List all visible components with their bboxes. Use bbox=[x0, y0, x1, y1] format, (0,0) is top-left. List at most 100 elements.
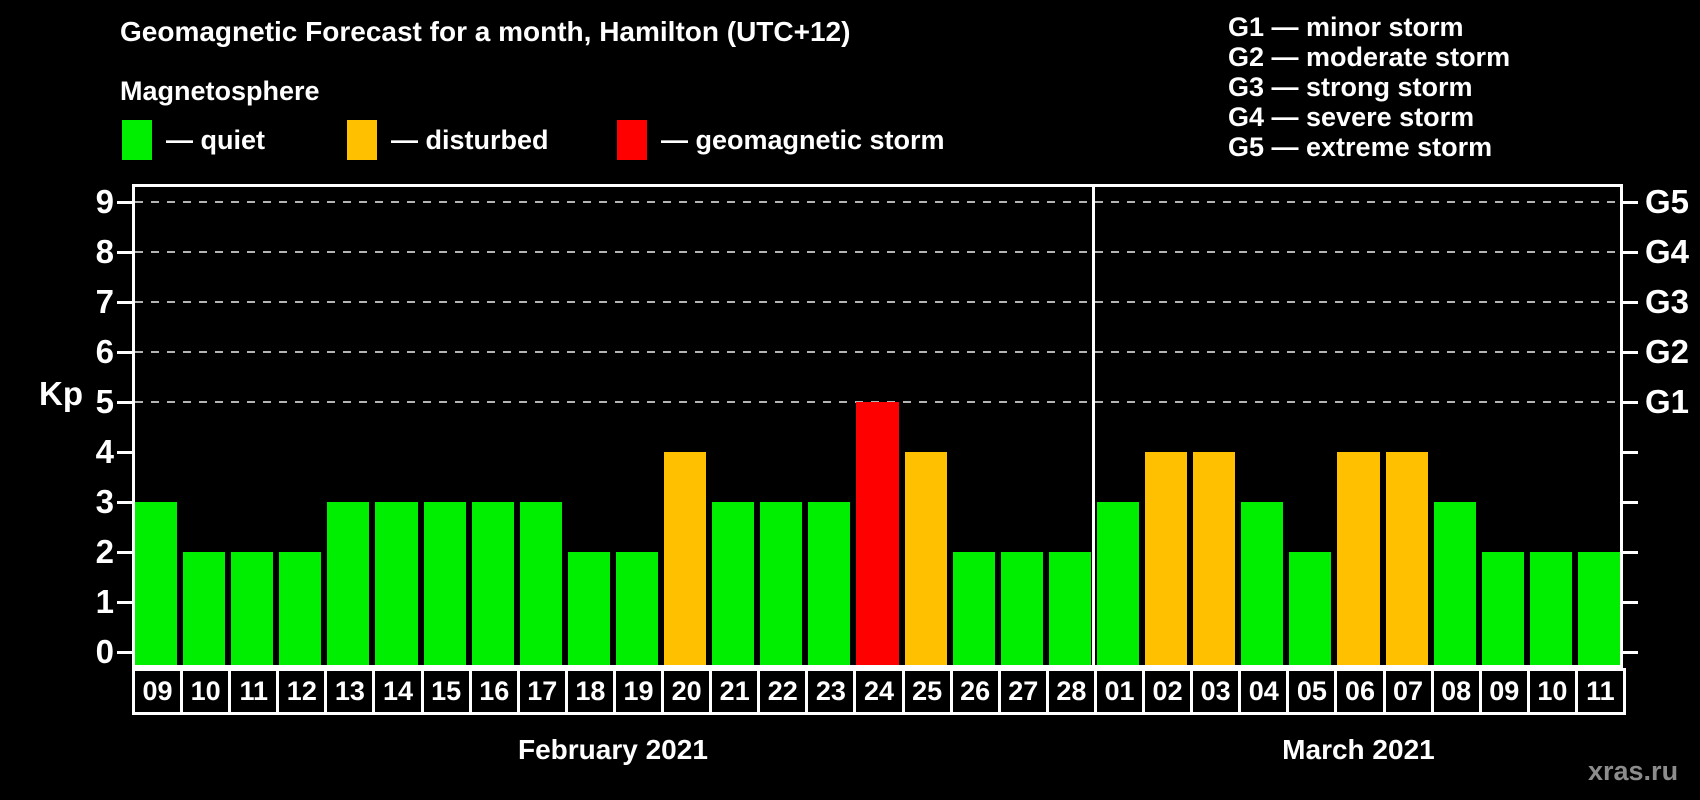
legend-item: — disturbed bbox=[347, 119, 549, 161]
y-tick-label: 9 bbox=[95, 183, 114, 220]
kp-bar bbox=[856, 402, 899, 665]
magnetosphere-legend-title: Magnetosphere bbox=[120, 76, 320, 106]
plot-spine-right bbox=[1620, 184, 1623, 668]
kp-bar bbox=[1193, 452, 1236, 665]
g-legend-line: G1 — minor storm bbox=[1228, 12, 1464, 42]
kp-bar bbox=[1096, 502, 1140, 665]
y-tick-label: 4 bbox=[95, 433, 114, 470]
kp-bar bbox=[1000, 552, 1043, 665]
month-label: February 2021 bbox=[518, 734, 708, 765]
right-tick bbox=[1623, 200, 1638, 204]
date-cell: 12 bbox=[276, 668, 328, 715]
kp-bar bbox=[183, 552, 226, 665]
date-cell: 20 bbox=[661, 668, 713, 715]
month-divider bbox=[1092, 184, 1096, 668]
disturbed-swatch-icon bbox=[347, 120, 377, 160]
kp-bar bbox=[423, 502, 466, 665]
kp-bar bbox=[952, 552, 995, 665]
kp-bar bbox=[519, 502, 562, 665]
right-tick bbox=[1623, 650, 1638, 654]
kp-bar bbox=[615, 552, 659, 665]
g-level-label: G2 bbox=[1645, 333, 1690, 370]
gridline bbox=[135, 351, 1620, 353]
plot-area bbox=[132, 184, 1623, 668]
right-tick bbox=[1623, 600, 1638, 604]
kp-bar bbox=[231, 552, 274, 665]
kp-bar bbox=[1385, 452, 1428, 665]
kp-bar bbox=[471, 502, 514, 665]
y-tick-label: 5 bbox=[95, 383, 114, 420]
right-tick bbox=[1623, 450, 1638, 454]
y-axis-title: Kp bbox=[39, 375, 83, 412]
date-cell: 02 bbox=[1142, 668, 1194, 715]
date-cell: 07 bbox=[1382, 668, 1434, 715]
kp-bar bbox=[375, 502, 418, 665]
date-cell: 08 bbox=[1430, 668, 1482, 715]
date-cell: 06 bbox=[1334, 668, 1386, 715]
kp-bar bbox=[279, 552, 322, 665]
y-tick bbox=[117, 350, 132, 354]
date-cell: 05 bbox=[1286, 668, 1338, 715]
date-cell: 21 bbox=[709, 668, 761, 715]
kp-bar bbox=[904, 452, 947, 665]
y-tick bbox=[117, 300, 132, 304]
date-cell: 17 bbox=[516, 668, 568, 715]
kp-bar bbox=[1481, 552, 1524, 665]
y-tick-label: 8 bbox=[95, 233, 114, 270]
kp-bar bbox=[1577, 552, 1620, 665]
watermark: xras.ru bbox=[1588, 756, 1679, 786]
month-label: March 2021 bbox=[1282, 734, 1435, 765]
date-cell: 04 bbox=[1238, 668, 1290, 715]
date-cell: 23 bbox=[805, 668, 857, 715]
chart-title: Geomagnetic Forecast for a month, Hamilt… bbox=[120, 16, 851, 47]
y-tick-label: 1 bbox=[95, 583, 114, 620]
kp-bar bbox=[664, 452, 707, 665]
date-cell: 13 bbox=[324, 668, 376, 715]
g-scale-legend: G1 — minor storm G2 — moderate storm G3 — … bbox=[1228, 12, 1510, 162]
plot-spine-top bbox=[132, 184, 1623, 187]
right-tick bbox=[1623, 400, 1638, 404]
g-legend-line: G3 — strong storm bbox=[1228, 72, 1473, 102]
date-cell: 10 bbox=[1526, 668, 1578, 715]
y-tick bbox=[117, 250, 132, 254]
kp-bar bbox=[135, 502, 178, 665]
date-cell: 25 bbox=[901, 668, 953, 715]
g-level-label: G4 bbox=[1645, 233, 1690, 270]
date-cell: 27 bbox=[997, 668, 1049, 715]
right-tick bbox=[1623, 300, 1638, 304]
y-tick-label: 0 bbox=[95, 633, 114, 670]
y-tick-label: 3 bbox=[95, 483, 114, 520]
date-cell: 09 bbox=[132, 668, 184, 715]
y-tick bbox=[117, 200, 132, 204]
legend-item-label: — quiet bbox=[166, 124, 265, 155]
y-tick bbox=[117, 650, 132, 654]
g-legend-line: G2 — moderate storm bbox=[1228, 42, 1511, 72]
kp-bar bbox=[1337, 452, 1380, 665]
plot-spine-bottom bbox=[132, 665, 1623, 668]
date-cell: 03 bbox=[1190, 668, 1242, 715]
kp-bar bbox=[1529, 552, 1572, 665]
gridline bbox=[135, 251, 1620, 253]
legend-item-label: — geomagnetic storm bbox=[661, 124, 945, 155]
kp-bar bbox=[327, 502, 370, 665]
date-cell: 09 bbox=[1478, 668, 1530, 715]
kp-bar bbox=[1048, 552, 1091, 665]
y-tick bbox=[117, 400, 132, 404]
y-tick bbox=[117, 450, 132, 454]
g-level-label: G3 bbox=[1645, 283, 1690, 320]
gridline bbox=[135, 201, 1620, 203]
date-cell: 10 bbox=[180, 668, 232, 715]
storm-swatch-icon bbox=[617, 120, 647, 160]
legend-item: — quiet bbox=[122, 119, 265, 161]
plot-spine-left bbox=[132, 184, 135, 668]
date-cell: 26 bbox=[949, 668, 1001, 715]
y-tick-label: 6 bbox=[95, 333, 114, 370]
g-level-label: G1 bbox=[1645, 383, 1690, 420]
date-cell: 14 bbox=[372, 668, 424, 715]
gridline bbox=[135, 301, 1620, 303]
right-tick bbox=[1623, 250, 1638, 254]
date-cell: 19 bbox=[612, 668, 665, 715]
date-cell: 15 bbox=[420, 668, 472, 715]
right-tick bbox=[1623, 500, 1638, 504]
